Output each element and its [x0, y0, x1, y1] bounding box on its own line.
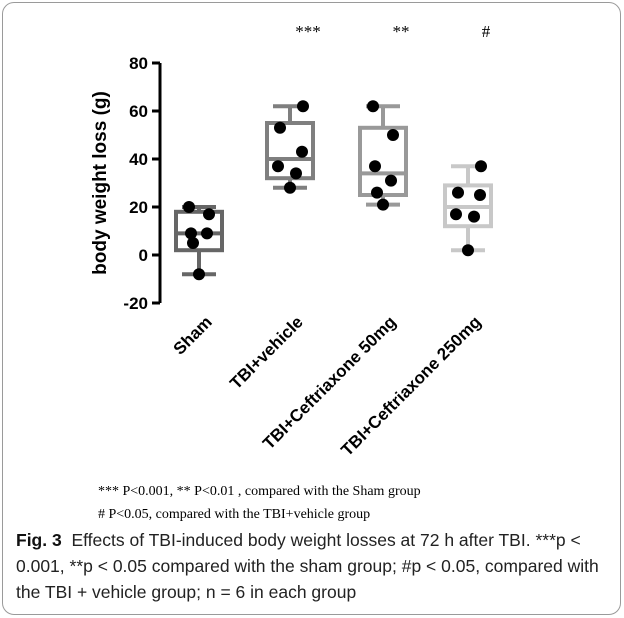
category-label: TBI+vehicle: [226, 312, 307, 393]
y-tick-label: 20: [129, 198, 148, 217]
category-label: TBI+Ceftriaxone 250mg: [337, 312, 484, 459]
data-point: [387, 129, 399, 141]
data-point: [369, 160, 381, 173]
data-point: [185, 227, 197, 240]
data-point: [203, 208, 215, 221]
significance-note-2: # P<0.05, compared with the TBI+vehicle …: [98, 507, 371, 522]
significance-marker: #: [482, 22, 491, 41]
y-tick-label: 60: [129, 102, 148, 121]
data-point: [297, 100, 309, 113]
boxes: [174, 104, 493, 277]
data-point: [187, 237, 199, 249]
significance-markers: *** ** #: [295, 22, 491, 41]
data-point: [183, 201, 195, 213]
data-point: [274, 121, 286, 134]
data-point: [475, 160, 487, 173]
data-point: [290, 167, 302, 180]
data-point: [377, 198, 389, 211]
data-point: [462, 244, 474, 257]
data-point: [371, 186, 383, 199]
data-point: [452, 186, 464, 199]
y-tick-label: -20: [123, 294, 148, 313]
data-point: [193, 268, 205, 281]
box-4: [443, 164, 493, 253]
y-tick-label: 40: [129, 150, 148, 169]
figure-caption: Fig. 3 Effects of TBI-induced body weigh…: [16, 527, 612, 605]
y-tick-label: 0: [139, 246, 148, 265]
iqr-box: [174, 209, 224, 253]
box-1: [174, 205, 224, 277]
y-tick-label: 80: [129, 54, 148, 73]
data-points: [183, 100, 487, 281]
significance-note-1: *** P<0.001, ** P<0.01 , compared with t…: [98, 484, 421, 499]
figure-label: Fig. 3: [16, 530, 62, 550]
data-point: [201, 227, 213, 240]
caption-text: Effects of TBI-induced body weight losse…: [16, 530, 599, 602]
significance-marker: **: [393, 22, 410, 41]
significance-marker: ***: [295, 22, 321, 41]
data-point: [474, 189, 486, 201]
data-point: [367, 100, 379, 113]
iqr-box: [265, 121, 315, 181]
data-point: [468, 210, 480, 223]
y-axis: -20 0 20 40 60 80: [123, 54, 162, 313]
box-2: [265, 104, 315, 190]
category-label: Sham: [170, 312, 216, 358]
data-point: [385, 174, 397, 187]
data-point: [272, 160, 284, 173]
data-point: [296, 145, 308, 158]
data-point: [284, 181, 296, 194]
y-axis-label: body weight loss (g): [90, 91, 111, 275]
box-3: [358, 104, 408, 207]
data-point: [450, 208, 462, 221]
iqr-box: [358, 125, 408, 197]
